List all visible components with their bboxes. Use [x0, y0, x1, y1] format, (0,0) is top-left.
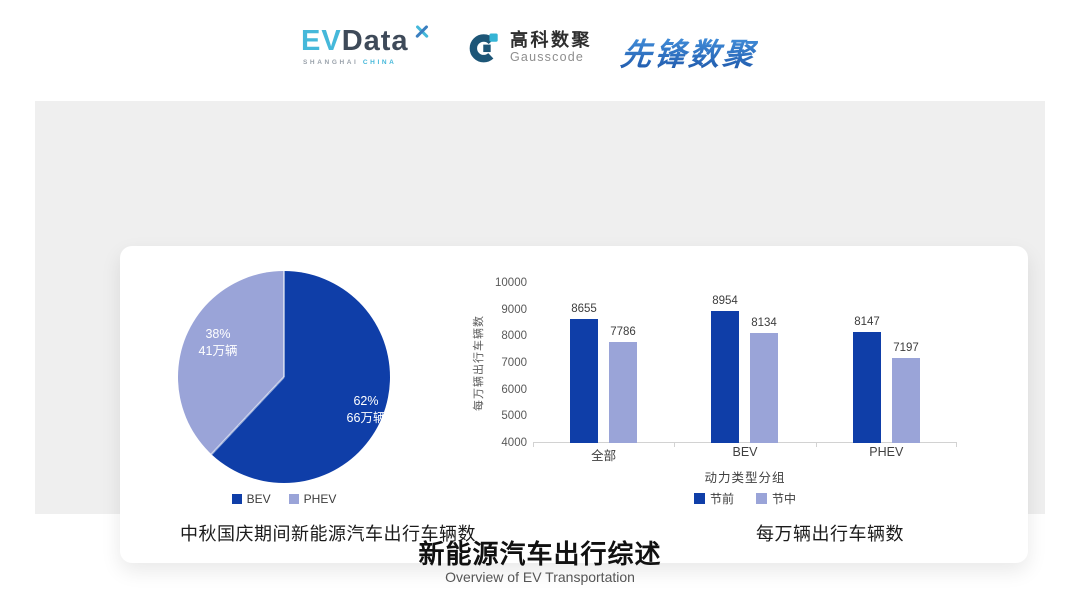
evdata-tagline: SHANGHAI CHINA	[301, 59, 432, 66]
pie-legend: BEV PHEV	[178, 492, 390, 506]
legend-item-mid-holiday: 节中	[756, 490, 796, 507]
pie-slice-divider	[210, 376, 285, 455]
evdata-x-icon	[412, 22, 432, 42]
pie-slice-label-phev: 38% 41万辆	[199, 326, 238, 361]
charts-card: 62% 66万辆 38% 41万辆 BEV PHEV 中秋国庆期间新能源	[120, 246, 1028, 563]
bar-value-label: 8655	[571, 302, 597, 315]
y-tick: 4000	[501, 436, 527, 449]
pie-chart-title: 中秋国庆期间新能源汽车出行车辆数	[180, 524, 476, 544]
legend-label-phev: PHEV	[303, 492, 337, 506]
gausscode-logo: 高科数聚 Gausscode	[468, 31, 592, 64]
bar-column: 7786	[609, 326, 637, 443]
legend-label-mid-holiday: 节中	[772, 492, 797, 506]
x-axis-tick	[956, 443, 957, 447]
category-label: BEV	[732, 445, 758, 459]
pie-slice-pct: 62%	[353, 393, 379, 408]
evdata-logo-data: Data	[341, 25, 409, 57]
x-axis-tick	[674, 443, 675, 447]
gausscode-name-en: Gausscode	[510, 50, 585, 64]
legend-item-pre-holiday: 节前	[693, 490, 734, 507]
bar-legend: 节前 节中	[533, 490, 957, 507]
pie-slice-label-bev: 62% 66万辆	[347, 393, 386, 428]
y-tick: 6000	[501, 383, 527, 396]
bar-value-label: 8147	[854, 316, 880, 329]
pie-slice-amount: 66万辆	[346, 411, 386, 425]
legend-label-pre-holiday: 节前	[709, 492, 734, 506]
bar-category-labels: 全部 BEV PHEV	[533, 445, 957, 464]
x-axis-tick	[533, 443, 534, 447]
bar-column: 8954	[711, 295, 739, 443]
legend-label-bev: BEV	[246, 492, 271, 506]
category-label: 全部	[591, 449, 617, 463]
legend-swatch-phev	[288, 494, 299, 504]
pie-graphic: 62% 66万辆 38% 41万辆	[178, 271, 390, 483]
y-tick: 10000	[495, 277, 527, 289]
gausscode-g-icon	[469, 33, 498, 63]
bar-column: 8147	[853, 316, 881, 443]
bar-value-label: 7786	[610, 326, 636, 338]
bar-value-label: 8954	[712, 294, 738, 307]
gausscode-name-cn: 高科数聚	[510, 30, 592, 50]
legend-swatch-pre-holiday	[693, 493, 705, 504]
pie-slice-amount: 41万辆	[198, 344, 238, 358]
legend-item-phev: PHEV	[288, 492, 337, 506]
bar-chart-title: 每万辆出行车辆数	[756, 524, 904, 544]
bar-y-ticks: 10000 9000 8000 7000 6000 5000 4000	[437, 275, 527, 451]
bar-group-phev: 8147 7197	[816, 283, 957, 443]
y-tick: 9000	[501, 303, 527, 316]
bar-mid-holiday-phev	[892, 357, 920, 443]
x-axis-tick	[816, 443, 817, 447]
pie-slice-pct: 38%	[205, 326, 231, 341]
pioneer-logo: 先锋数聚	[619, 29, 760, 74]
bar-column: 8655	[570, 303, 598, 443]
bar-column: 7197	[892, 342, 920, 443]
report-panel: 62% 66万辆 38% 41万辆 BEV PHEV 中秋国庆期间新能源	[35, 101, 1045, 563]
page-subtitle: Overview of EV Transportation	[445, 569, 635, 585]
y-tick: 7000	[501, 356, 527, 369]
bar-group-bev: 8954 8134	[674, 283, 815, 443]
bar-value-label: 8134	[751, 316, 777, 329]
bar-column: 8134	[750, 317, 778, 443]
y-tick: 8000	[501, 330, 527, 343]
legend-swatch-bev	[231, 494, 242, 504]
evdata-logo: EV Data SHANGHAI CHINA	[301, 24, 432, 66]
bar-pre-holiday-bev	[711, 310, 739, 443]
bar-pre-holiday-phev	[853, 332, 881, 443]
gausscode-text: 高科数聚 Gausscode	[510, 30, 592, 65]
page-title: 新能源汽车出行综述	[418, 539, 662, 569]
evdata-tagline-shanghai: SHANGHAI	[303, 59, 359, 66]
y-tick: 5000	[501, 410, 527, 423]
bar-mid-holiday-all	[609, 342, 637, 443]
category-label: PHEV	[869, 445, 904, 459]
evdata-logo-ev: EV	[301, 25, 342, 57]
legend-item-bev: BEV	[231, 492, 271, 506]
bar-group-all: 8655 7786	[533, 283, 674, 443]
bar-mid-holiday-bev	[750, 332, 778, 443]
bar-value-label: 7197	[893, 341, 919, 354]
bar-x-axis-label: 动力类型分组	[704, 471, 786, 485]
bar-pre-holiday-all	[570, 318, 598, 443]
bar-plot-area: 8655 7786 8954 8134	[533, 283, 957, 447]
pie-slice-divider	[283, 271, 285, 377]
legend-swatch-mid-holiday	[756, 493, 767, 504]
evdata-tagline-china: CHINA	[362, 59, 397, 66]
